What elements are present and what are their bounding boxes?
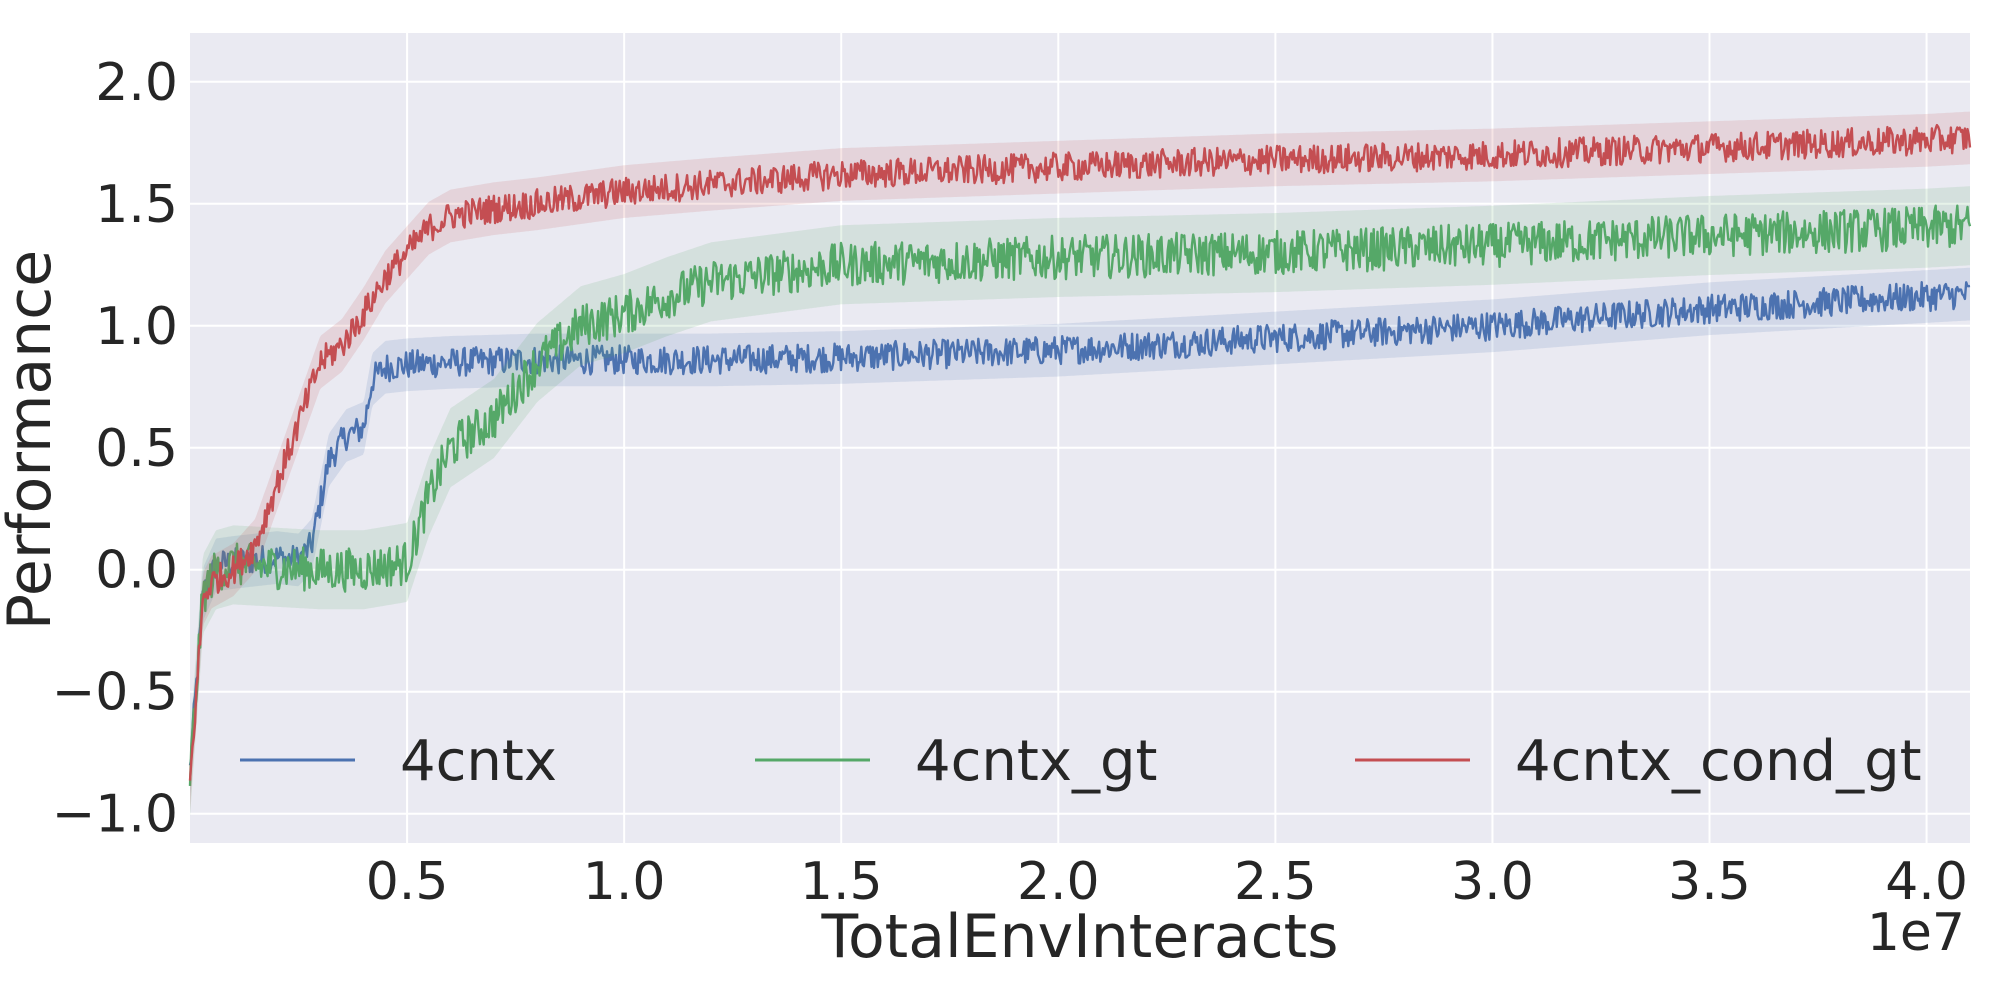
legend-item: 4cntx_gt: [755, 729, 1158, 794]
y-tick-label: −0.5: [52, 663, 178, 723]
x-tick-label: 2.0: [1017, 852, 1100, 912]
y-tick-label: 0.0: [95, 541, 178, 601]
series-band: [190, 186, 1970, 817]
legend-item: 4cntx_cond_gt: [1355, 729, 1922, 794]
legend-label: 4cntx_cond_gt: [1515, 729, 1922, 794]
y-tick-label: 0.5: [95, 419, 178, 479]
y-tick-labels: −1.0 −0.5 0.0 0.5 1.0 1.5 2.0: [52, 53, 178, 845]
x-tick-label: 3.0: [1451, 852, 1534, 912]
x-tick-label: 1.5: [800, 852, 883, 912]
legend-item: 4cntx: [240, 729, 557, 794]
y-tick-label: 2.0: [95, 53, 178, 113]
x-tick-label: 2.5: [1234, 852, 1317, 912]
x-offset-label: 1e7: [1867, 903, 1965, 963]
x-tick-label: 3.5: [1668, 852, 1751, 912]
y-tick-label: 1.0: [95, 297, 178, 357]
legend-label: 4cntx: [400, 729, 557, 794]
series-band: [190, 267, 1970, 797]
legend-label: 4cntx_gt: [915, 729, 1158, 794]
series-line: [188, 204, 1972, 786]
y-axis-label: Performance: [0, 250, 65, 630]
y-tick-label: −1.0: [52, 785, 178, 845]
x-tick-labels: 0.5 1.0 1.5 2.0 2.5 3.0 3.5 4.0: [366, 852, 1968, 912]
series-line: [188, 123, 1972, 781]
y-tick-label: 1.5: [95, 175, 178, 235]
series-line: [188, 281, 1971, 766]
x-tick-label: 4.0: [1885, 852, 1968, 912]
series-4cntx: [188, 267, 1971, 797]
series-4cntx_gt: [188, 186, 1972, 817]
x-tick-label: 1.0: [583, 852, 666, 912]
legend: 4cntx 4cntx_gt 4cntx_cond_gt: [240, 729, 1922, 794]
series-4cntx_cond_gt: [188, 111, 1972, 811]
x-tick-label: 0.5: [366, 852, 449, 912]
x-axis-label: TotalEnvInteracts: [821, 902, 1339, 972]
series-layer: [188, 111, 1972, 817]
